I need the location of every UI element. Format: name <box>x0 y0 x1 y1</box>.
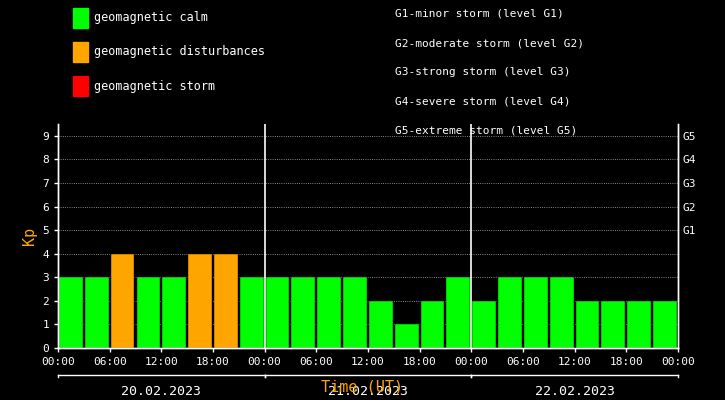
Bar <box>59 277 83 348</box>
Bar <box>447 277 471 348</box>
Bar <box>653 301 677 348</box>
Bar <box>162 277 186 348</box>
Bar <box>214 254 238 348</box>
Bar <box>627 301 651 348</box>
Bar <box>524 277 547 348</box>
Text: 21.02.2023: 21.02.2023 <box>328 384 408 398</box>
Bar <box>602 301 625 348</box>
Text: geomagnetic calm: geomagnetic calm <box>94 12 208 24</box>
Bar <box>111 254 134 348</box>
Text: Time (UT): Time (UT) <box>321 379 404 394</box>
Bar <box>85 277 109 348</box>
Bar <box>420 301 444 348</box>
Bar <box>550 277 573 348</box>
Text: G3-strong storm (level G3): G3-strong storm (level G3) <box>395 68 571 78</box>
Y-axis label: Kp: Kp <box>22 227 37 245</box>
Bar <box>291 277 315 348</box>
Text: geomagnetic storm: geomagnetic storm <box>94 80 215 92</box>
Bar <box>472 301 496 348</box>
Bar <box>318 277 341 348</box>
Bar <box>240 277 264 348</box>
Bar <box>498 277 522 348</box>
Text: 20.02.2023: 20.02.2023 <box>121 384 202 398</box>
Bar <box>576 301 600 348</box>
Text: 22.02.2023: 22.02.2023 <box>534 384 615 398</box>
Bar <box>265 277 289 348</box>
Text: G4-severe storm (level G4): G4-severe storm (level G4) <box>395 97 571 107</box>
Bar <box>369 301 393 348</box>
Text: G5-extreme storm (level G5): G5-extreme storm (level G5) <box>395 126 577 136</box>
Bar <box>395 324 418 348</box>
Bar <box>136 277 160 348</box>
Text: geomagnetic disturbances: geomagnetic disturbances <box>94 46 265 58</box>
Text: G1-minor storm (level G1): G1-minor storm (level G1) <box>395 9 564 19</box>
Bar <box>343 277 367 348</box>
Bar <box>188 254 212 348</box>
Text: G2-moderate storm (level G2): G2-moderate storm (level G2) <box>395 38 584 48</box>
